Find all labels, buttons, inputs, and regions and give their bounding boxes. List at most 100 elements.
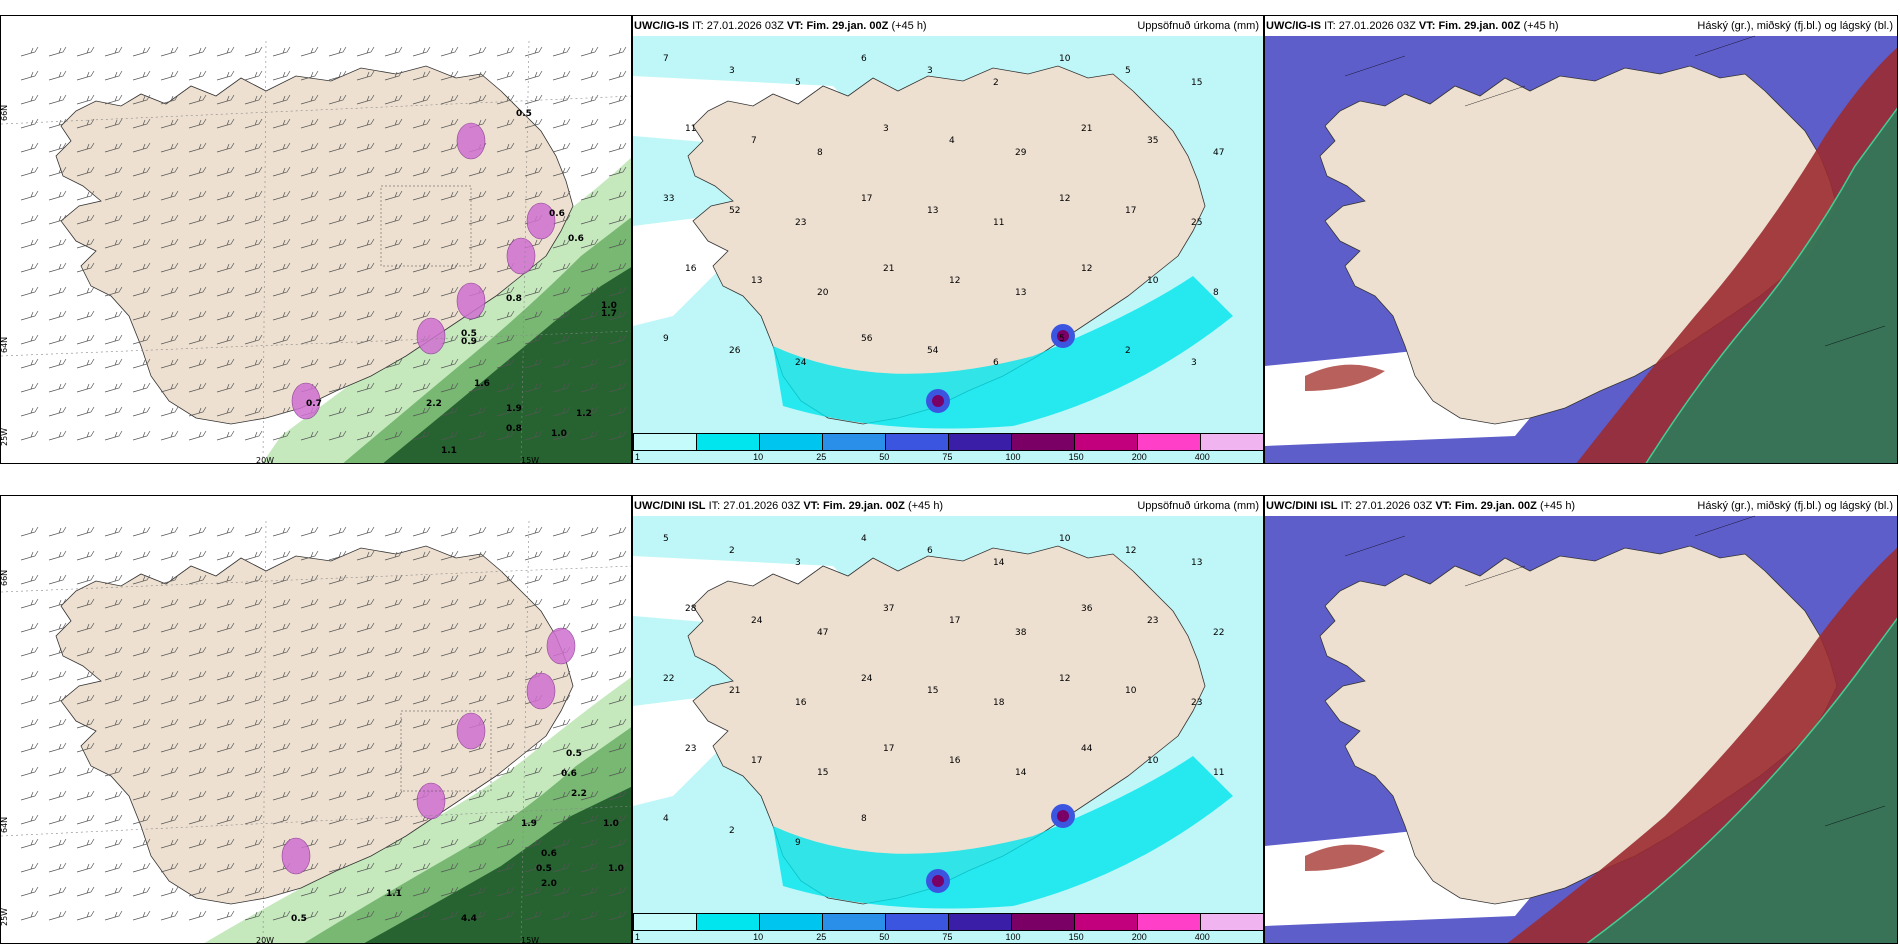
precip-max-core bbox=[932, 875, 944, 887]
wind-barb bbox=[440, 790, 459, 801]
wind-barb bbox=[580, 334, 599, 345]
precip-amount-label: 3 bbox=[1191, 358, 1197, 368]
wind-barb bbox=[328, 70, 347, 81]
wind-barb bbox=[20, 742, 39, 753]
wind-barb bbox=[608, 310, 627, 321]
wind-barb bbox=[552, 310, 571, 321]
wind-barb bbox=[608, 766, 627, 777]
wind-barb bbox=[384, 598, 403, 609]
wind-barb bbox=[552, 46, 571, 57]
wind-barb bbox=[412, 118, 431, 129]
wind-barb bbox=[328, 598, 347, 609]
wind-barb bbox=[496, 94, 515, 105]
wind-barb bbox=[496, 142, 515, 153]
wind-barb bbox=[524, 46, 543, 57]
wind-barb bbox=[76, 742, 95, 753]
wind-barb bbox=[356, 718, 375, 729]
wind-barb bbox=[300, 430, 319, 441]
wind-barb bbox=[412, 286, 431, 297]
wind-barb bbox=[48, 670, 67, 681]
wind-barb bbox=[412, 862, 431, 873]
wind-barb bbox=[608, 118, 627, 129]
colorbar-swatch bbox=[823, 434, 886, 450]
wind-barb bbox=[496, 574, 515, 585]
wind-barb bbox=[440, 334, 459, 345]
colorbar-swatch bbox=[634, 434, 697, 450]
wind-barb bbox=[76, 214, 95, 225]
wind-barb bbox=[104, 166, 123, 177]
wind-barb bbox=[76, 694, 95, 705]
precip-band bbox=[773, 276, 1233, 429]
wind-barb bbox=[216, 142, 235, 153]
wind-barb bbox=[48, 910, 67, 921]
wind-barb bbox=[384, 550, 403, 561]
wind-barb bbox=[580, 742, 599, 753]
precip-amount-label: 13 bbox=[927, 206, 938, 216]
panel-header: UWC/DINI ISL IT: 27.01.2026 03Z VT: Fim.… bbox=[1266, 500, 1576, 512]
wind-barb bbox=[552, 694, 571, 705]
wind-barb bbox=[356, 742, 375, 753]
precip-amount-label: 9 bbox=[795, 838, 801, 848]
wind-barb bbox=[328, 838, 347, 849]
colorbar-label: 200 bbox=[1131, 452, 1147, 462]
axis-label: 20W bbox=[256, 936, 274, 944]
precip-amount-label: 5 bbox=[663, 534, 669, 544]
lat-line bbox=[1, 805, 631, 837]
wind-barb bbox=[272, 598, 291, 609]
wind-barb bbox=[384, 670, 403, 681]
wind-barb bbox=[244, 118, 263, 129]
wind-barb bbox=[608, 694, 627, 705]
wind-barb bbox=[188, 910, 207, 921]
wind-barb bbox=[384, 262, 403, 273]
wind-barb bbox=[216, 814, 235, 825]
wind-barb bbox=[272, 166, 291, 177]
wind-barb bbox=[300, 742, 319, 753]
wind-barb bbox=[440, 46, 459, 57]
wind-barb bbox=[524, 358, 543, 369]
wind-barb bbox=[440, 262, 459, 273]
wind-barb bbox=[300, 670, 319, 681]
wind-barb bbox=[216, 46, 235, 57]
wind-barb bbox=[76, 574, 95, 585]
precip-amount-label: 24 bbox=[751, 616, 763, 626]
colorbar-label: 25 bbox=[816, 452, 827, 462]
wind-barb bbox=[132, 862, 151, 873]
precip-amount-label: 28 bbox=[685, 604, 697, 614]
lon-line bbox=[520, 40, 530, 463]
precip-amount-label: 12 bbox=[949, 276, 960, 286]
wind-barb bbox=[440, 718, 459, 729]
wind-barb bbox=[160, 670, 179, 681]
wind-barb bbox=[188, 694, 207, 705]
wind-barb bbox=[580, 694, 599, 705]
wind-barb bbox=[216, 334, 235, 345]
colorbar-label: 400 bbox=[1194, 932, 1210, 942]
wind-barb bbox=[356, 814, 375, 825]
wind-barb bbox=[608, 814, 627, 825]
panel-bottom-cloud: UWC/DINI ISL IT: 27.01.2026 03Z VT: Fim.… bbox=[1264, 495, 1898, 944]
precip-value-label: 1.0 bbox=[603, 819, 619, 829]
wind-precip-map: 66N 64N 25W 20W 15W 0.5 2.2 0.6 1.0 0.5 1.9 4.4 2.0 1… bbox=[1, 496, 631, 944]
no-precip-area bbox=[633, 216, 733, 326]
wind-barb bbox=[104, 238, 123, 249]
wind-barb bbox=[216, 694, 235, 705]
wind-barb bbox=[328, 814, 347, 825]
colorbar-label: 75 bbox=[942, 932, 953, 942]
wind-barb bbox=[440, 70, 459, 81]
colorbar-swatch bbox=[1012, 914, 1075, 930]
precip-amount-label: 14 bbox=[993, 558, 1005, 568]
wind-barb bbox=[48, 622, 67, 633]
wind-barb bbox=[524, 598, 543, 609]
wind-barb bbox=[496, 910, 515, 921]
wind-barb bbox=[160, 598, 179, 609]
precip-value-label: 1.1 bbox=[386, 889, 402, 899]
wind-barb bbox=[244, 694, 263, 705]
wind-barb bbox=[76, 910, 95, 921]
wind-barb bbox=[412, 622, 431, 633]
wind-barb bbox=[608, 46, 627, 57]
wind-barb bbox=[188, 814, 207, 825]
wind-barb bbox=[216, 550, 235, 561]
wind-barb bbox=[580, 214, 599, 225]
wind-barb bbox=[412, 358, 431, 369]
colorbar-swatch bbox=[634, 914, 697, 930]
wind-barb bbox=[608, 238, 627, 249]
